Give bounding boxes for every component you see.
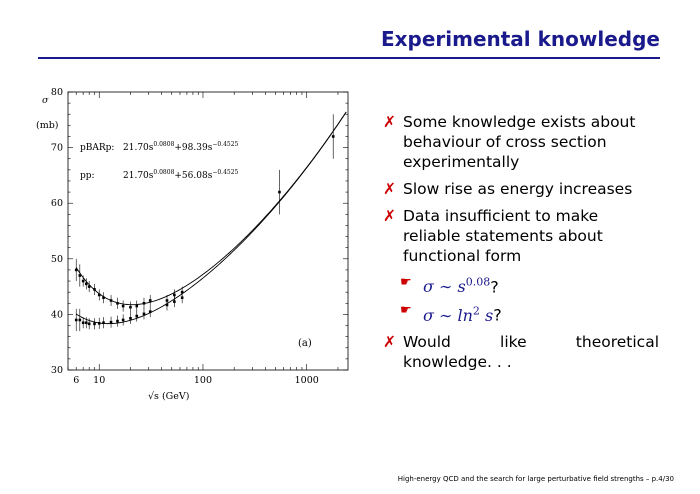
bullet-item: ✗ Data insufficient to make reliable sta… xyxy=(383,206,659,266)
y-tick-label: 70 xyxy=(51,143,63,154)
pp-point xyxy=(109,320,113,324)
bullet-text: Some knowledge exists about behaviour of… xyxy=(403,113,636,171)
pp-point xyxy=(81,321,85,325)
fit-pbarp-label: pBARp: xyxy=(80,143,114,153)
pp-point xyxy=(142,312,146,316)
x-tick-label: 10 xyxy=(93,375,105,386)
bullet-item: ✗ Would like theoretical knowledge. . . xyxy=(383,332,659,372)
pp-point xyxy=(78,318,82,322)
fit-pbarp-formula: 21.70s0.0808+98.39s−0.4525 xyxy=(123,141,239,153)
y-tick-label: 40 xyxy=(51,309,63,320)
red-x-icon: ✗ xyxy=(383,332,396,351)
pbarp-point xyxy=(84,282,88,286)
tick-labels: 30 40 50 60 70 80 6 10 100 1000 xyxy=(51,87,319,386)
pp-point xyxy=(116,319,119,323)
x-tick-label: 100 xyxy=(194,375,212,386)
panel-label: (a) xyxy=(298,338,312,349)
fit-pp-formula: 21.70s0.0808+56.08s−0.4525 xyxy=(123,169,239,181)
pbarp-point xyxy=(78,274,82,277)
red-x-icon: ✗ xyxy=(383,207,396,225)
pp-point xyxy=(148,310,152,313)
formula-power-law: σ ∼ s0.08 xyxy=(423,276,491,297)
x-tick-label: 1000 xyxy=(295,375,319,386)
pbarp-point xyxy=(74,268,78,272)
pbarp-point xyxy=(121,304,125,308)
pbarp-point xyxy=(278,190,281,194)
data-points xyxy=(74,114,335,332)
pp-point xyxy=(129,316,132,320)
pbarp-point xyxy=(116,301,119,305)
question-mark: ? xyxy=(490,277,499,297)
slide-footer: High-energy QCD and the search for large… xyxy=(397,475,674,483)
pbarp-point xyxy=(331,135,335,138)
pp-point xyxy=(97,321,101,325)
y-tick-label: 80 xyxy=(51,87,63,98)
pbarp-point xyxy=(142,301,146,305)
y-axis-unit: (mb) xyxy=(36,120,59,131)
title-divider xyxy=(38,57,660,59)
pbarp-point xyxy=(81,279,85,283)
pp-point xyxy=(102,321,105,325)
red-x-icon: ✗ xyxy=(383,180,396,198)
fit-curve-pbarp xyxy=(75,111,347,306)
pp-point xyxy=(173,300,176,303)
pp-point xyxy=(165,303,169,307)
pbarp-point xyxy=(135,304,139,308)
pbarp-point xyxy=(129,305,132,309)
question-mark: ? xyxy=(493,305,502,325)
plot-frame xyxy=(67,91,349,371)
sub-bullet-item: ☛ σ ∼ ln2 s? xyxy=(383,301,659,325)
pbarp-point xyxy=(173,293,176,297)
bullet-list: ✗ Some knowledge exists about behaviour … xyxy=(383,112,659,379)
bullet-text: Slow rise as energy increases xyxy=(403,180,633,198)
y-tick-label: 30 xyxy=(51,365,63,376)
pbarp-point xyxy=(93,288,96,291)
pbarp-point xyxy=(97,293,101,297)
pointing-hand-icon: ☛ xyxy=(400,275,412,290)
pp-point xyxy=(87,322,91,326)
bullet-text: Would like theoretical knowledge. . . xyxy=(403,332,659,371)
y-tick-label: 50 xyxy=(51,254,63,265)
y-tick-label: 60 xyxy=(51,198,63,209)
plot-axes xyxy=(67,91,349,371)
plot-ticks xyxy=(67,91,348,371)
sub-bullet-item: ☛ σ ∼ s0.08? xyxy=(383,273,659,297)
fit-pp-label: pp: xyxy=(80,171,95,181)
pbarp-point xyxy=(87,285,91,288)
pbarp-point xyxy=(109,299,113,302)
pp-point xyxy=(93,322,96,326)
fit-curves xyxy=(75,111,347,325)
formula-log-squared: σ ∼ ln2 s xyxy=(423,304,494,325)
bullet-item: ✗ Slow rise as energy increases xyxy=(383,179,659,199)
pointing-hand-icon: ☛ xyxy=(400,303,412,319)
red-x-icon: ✗ xyxy=(383,113,396,131)
plot-svg: 30 40 50 60 70 80 6 10 100 1000 σ (mb) √s (GeV) (… xyxy=(36,87,349,402)
y-axis-symbol: σ xyxy=(42,95,49,106)
pp-point xyxy=(135,314,139,318)
fit-curve-pp xyxy=(75,111,347,325)
x-axis-label: √s (GeV) xyxy=(148,391,189,402)
bullet-item: ✗ Some knowledge exists about behaviour … xyxy=(383,112,659,172)
pp-point xyxy=(74,318,78,322)
pp-point xyxy=(121,318,125,322)
x-tick-label: 6 xyxy=(73,375,79,386)
pbarp-point xyxy=(102,296,105,300)
pp-point xyxy=(180,296,184,300)
bullet-text: Data insufficient to make reliable state… xyxy=(403,207,603,265)
pbarp-point xyxy=(148,299,152,302)
page-title: Experimental knowledge xyxy=(380,27,660,51)
pp-point xyxy=(84,321,88,325)
cross-section-plot: 30 40 50 60 70 80 6 10 100 1000 σ (mb) √s (GeV) (… xyxy=(28,82,363,412)
